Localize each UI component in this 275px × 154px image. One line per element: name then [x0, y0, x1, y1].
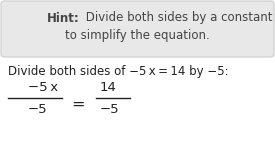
Text: Divide both sides by a constant: Divide both sides by a constant [82, 12, 273, 24]
Text: −5 x: −5 x [28, 81, 58, 94]
Text: Hint:: Hint: [47, 12, 80, 24]
Text: to simplify the equation.: to simplify the equation. [65, 30, 209, 43]
FancyBboxPatch shape [1, 1, 274, 57]
Text: 14: 14 [100, 81, 117, 94]
Text: =: = [71, 97, 85, 111]
Text: −5: −5 [28, 103, 48, 116]
Text: −5: −5 [100, 103, 120, 116]
Text: Divide both sides of −5 x = 14 by −5:: Divide both sides of −5 x = 14 by −5: [8, 65, 229, 77]
